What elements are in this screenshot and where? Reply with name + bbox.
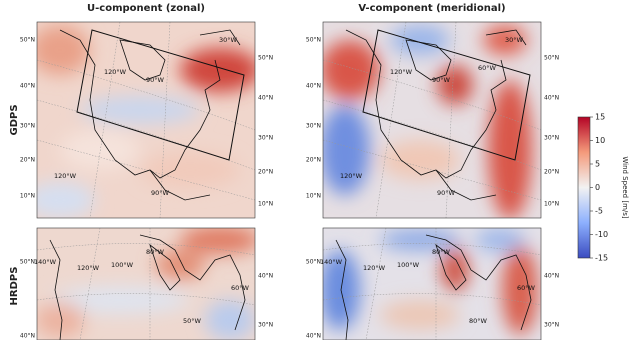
lon-label: 120°W	[390, 68, 413, 76]
coastlines	[37, 22, 541, 340]
colorbar	[577, 116, 591, 259]
lon-label: 30°W	[219, 36, 238, 44]
lat-label: 30°N	[258, 135, 273, 142]
lat-label: 50°N	[306, 259, 321, 266]
lat-label: 20°N	[544, 169, 559, 176]
lat-label: 20°N	[20, 157, 35, 164]
lat-label: 40°N	[306, 83, 321, 90]
lat-label: 20°N	[258, 169, 273, 176]
lat-label: 30°N	[544, 322, 559, 329]
lat-label: 40°N	[544, 95, 559, 102]
colorbar-tick-label: 5	[595, 160, 600, 169]
lon-label: 60°W	[231, 284, 250, 292]
lon-label: 140°W	[34, 258, 57, 266]
lat-label: 20°N	[306, 157, 321, 164]
lon-label: 140°W	[320, 258, 343, 266]
colorbar-tick-label: -10	[595, 230, 608, 239]
lat-label: 40°N	[20, 83, 35, 90]
colorbar-tick-label: 10	[595, 136, 605, 145]
lon-label: 60°W	[517, 284, 536, 292]
lon-label: 120°W	[363, 264, 386, 272]
lon-label: 120°W	[104, 68, 127, 76]
lat-label: 40°N	[544, 273, 559, 280]
lon-label: 80°W	[469, 317, 488, 325]
lat-label: 50°N	[20, 37, 35, 44]
row-title: HRDPS	[9, 267, 20, 306]
lon-label: 120°W	[340, 172, 363, 180]
lat-label: 10°N	[544, 201, 559, 208]
map-panel	[37, 228, 255, 340]
lat-label: 30°N	[258, 322, 273, 329]
colorbar-tick-label: 15	[595, 113, 605, 122]
lat-label: 10°N	[306, 193, 321, 200]
lon-label: 80°W	[146, 248, 165, 256]
lat-label: 50°N	[306, 37, 321, 44]
column-title: V-component (meridional)	[358, 3, 505, 14]
lat-label: 50°N	[258, 55, 273, 62]
lat-label: 40°N	[20, 333, 35, 340]
row-title: GDPS	[9, 104, 20, 135]
lon-label: 100°W	[111, 261, 134, 269]
lon-label: 50°W	[183, 317, 202, 325]
colorbar-tick-label: -15	[595, 254, 608, 263]
lon-label: 100°W	[397, 261, 420, 269]
lat-label: 30°N	[544, 135, 559, 142]
lat-label: 40°N	[258, 273, 273, 280]
map-panel	[37, 22, 255, 218]
lat-label: 40°N	[306, 333, 321, 340]
lat-label: 30°N	[20, 123, 35, 130]
lat-label: 50°N	[20, 259, 35, 266]
lat-label: 10°N	[20, 193, 35, 200]
lon-label: 90°W	[146, 76, 165, 84]
lon-label: 90°W	[432, 76, 451, 84]
lon-label: 90°W	[151, 189, 170, 197]
lat-label: 40°N	[258, 95, 273, 102]
map-panel	[323, 22, 541, 218]
lat-label: 30°N	[306, 123, 321, 130]
lon-label: 30°W	[505, 36, 524, 44]
map-panel	[323, 228, 541, 340]
colorbar-label: Wind Speed [m/s]	[621, 156, 629, 219]
lon-label: 90°W	[437, 189, 456, 197]
lat-label: 50°N	[544, 55, 559, 62]
lon-label: 120°W	[77, 264, 100, 272]
column-title: U-component (zonal)	[87, 3, 205, 14]
lat-label: 10°N	[258, 201, 273, 208]
lon-label: 80°W	[432, 248, 451, 256]
lon-label: 120°W	[54, 172, 77, 180]
colorbar-tick-label: -5	[595, 207, 603, 216]
lon-label: 60°W	[478, 64, 497, 72]
colorbar-tick-label: 0	[595, 183, 600, 192]
